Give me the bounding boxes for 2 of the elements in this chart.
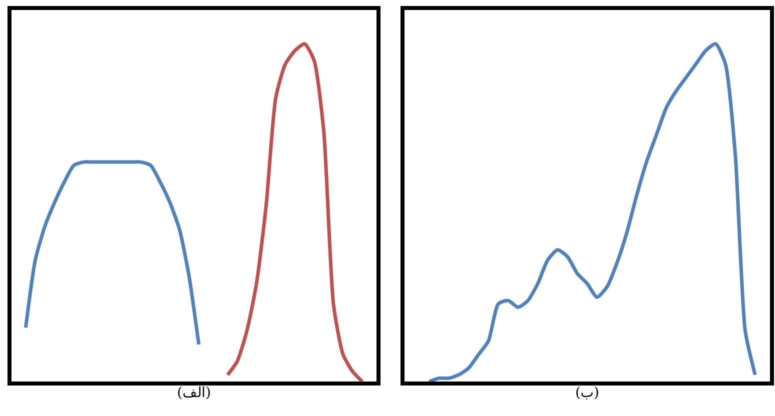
x-axis-title: (ب) xyxy=(575,385,600,402)
x-axis-title: (الف) xyxy=(177,385,211,402)
